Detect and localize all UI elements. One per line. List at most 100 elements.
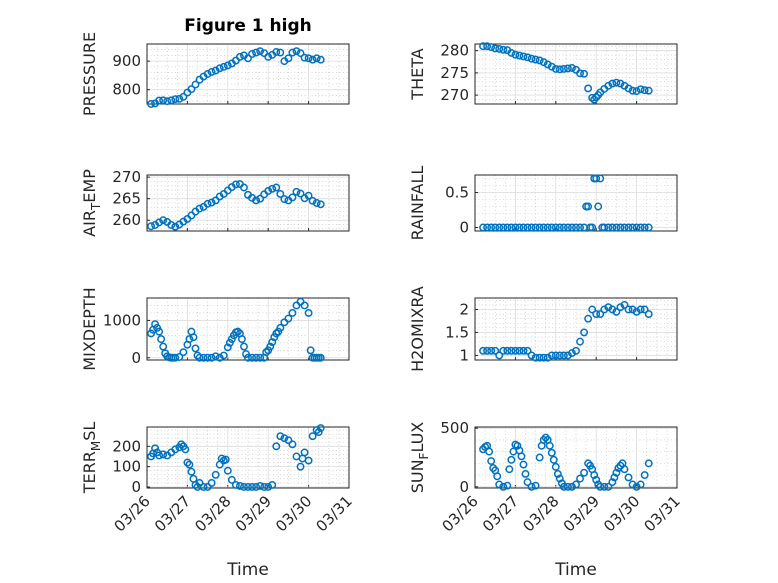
data-point xyxy=(296,189,305,198)
data-point xyxy=(568,482,576,491)
y-axis-label: TERRMSL xyxy=(80,422,103,495)
data-point xyxy=(572,223,580,232)
data-point xyxy=(640,305,649,314)
data-point xyxy=(640,223,649,232)
data-point xyxy=(555,351,564,360)
data-point xyxy=(640,86,649,95)
data-point xyxy=(260,483,269,491)
data-point xyxy=(523,346,532,355)
data-point xyxy=(511,50,520,59)
data-point xyxy=(185,335,194,344)
data-point xyxy=(155,218,164,227)
data-point xyxy=(487,457,496,465)
data-point xyxy=(223,466,232,475)
data-point xyxy=(316,200,325,209)
data-point xyxy=(495,351,504,360)
data-point xyxy=(308,196,317,205)
data-point xyxy=(523,478,532,487)
data-point xyxy=(608,223,617,232)
data-point xyxy=(559,351,568,360)
data-point xyxy=(195,204,204,213)
data-point xyxy=(199,483,208,491)
y-tick-label: 0 xyxy=(459,478,469,496)
data-point xyxy=(519,52,528,61)
data-point xyxy=(211,352,220,361)
data-point xyxy=(233,327,242,336)
data-point xyxy=(511,346,520,355)
data-point xyxy=(223,343,232,352)
data-point xyxy=(171,445,180,454)
data-point xyxy=(531,55,540,64)
data-point xyxy=(203,353,212,362)
data-point xyxy=(308,432,317,441)
data-point xyxy=(531,481,540,490)
data-point xyxy=(610,473,619,482)
data-point xyxy=(636,480,645,489)
data-point xyxy=(203,70,212,78)
data-point xyxy=(151,444,160,453)
data-point xyxy=(572,346,580,355)
data-point xyxy=(584,202,593,211)
data-point xyxy=(590,471,599,480)
data-point xyxy=(513,441,522,450)
data-point xyxy=(624,223,633,232)
y-axis-label: PRESSURE xyxy=(80,32,99,116)
data-point xyxy=(563,223,572,232)
data-point xyxy=(288,193,297,202)
data-point xyxy=(628,86,637,95)
data-point xyxy=(559,482,568,491)
data-point xyxy=(545,441,554,450)
data-point xyxy=(624,305,633,314)
data-point xyxy=(308,55,317,64)
data-point xyxy=(594,202,603,211)
data-point xyxy=(155,451,164,460)
data-point xyxy=(628,480,637,489)
data-point xyxy=(517,452,526,461)
x-tick-label: 03/26 xyxy=(439,492,482,535)
y-tick-label: 270 xyxy=(440,86,469,104)
data-point xyxy=(280,434,289,443)
plot-border xyxy=(146,174,350,232)
data-point xyxy=(483,223,492,232)
y-tick-label: 1.5 xyxy=(445,323,469,341)
data-point xyxy=(616,79,625,88)
plot-border xyxy=(146,426,350,489)
plot-border xyxy=(146,297,350,361)
data-point xyxy=(183,458,192,467)
data-point xyxy=(167,221,176,229)
data-point xyxy=(503,223,512,232)
data-point xyxy=(493,472,502,481)
data-point xyxy=(519,460,528,469)
data-point xyxy=(207,353,216,362)
data-point xyxy=(487,43,496,52)
data-point xyxy=(147,100,155,108)
data-point xyxy=(527,482,536,491)
data-point xyxy=(551,462,560,471)
data-point xyxy=(543,223,552,232)
data-point xyxy=(159,450,168,459)
data-point xyxy=(580,328,589,337)
data-point xyxy=(211,470,220,479)
data-point xyxy=(608,478,617,487)
data-point xyxy=(217,454,226,463)
data-point xyxy=(515,51,524,60)
data-point xyxy=(592,310,601,319)
data-point xyxy=(252,353,261,362)
data-point xyxy=(576,474,584,483)
y-tick-label: 0.5 xyxy=(445,184,469,202)
y-tick-label: 275 xyxy=(440,64,469,82)
data-point xyxy=(539,353,548,362)
subplot-air-temp: 260 265 270 AIRTEMP xyxy=(80,168,350,237)
data-point xyxy=(604,482,613,491)
data-point xyxy=(592,475,601,484)
y-tick-label: 2 xyxy=(459,300,469,318)
y-tick-label: 800 xyxy=(112,81,141,99)
data-point xyxy=(276,48,285,57)
data-point xyxy=(600,305,609,314)
data-point xyxy=(300,53,309,62)
plot-area xyxy=(474,426,678,489)
y-tick-label: 265 xyxy=(112,190,141,208)
data-point xyxy=(604,223,613,232)
data-point xyxy=(551,223,560,232)
data-point xyxy=(177,440,186,449)
